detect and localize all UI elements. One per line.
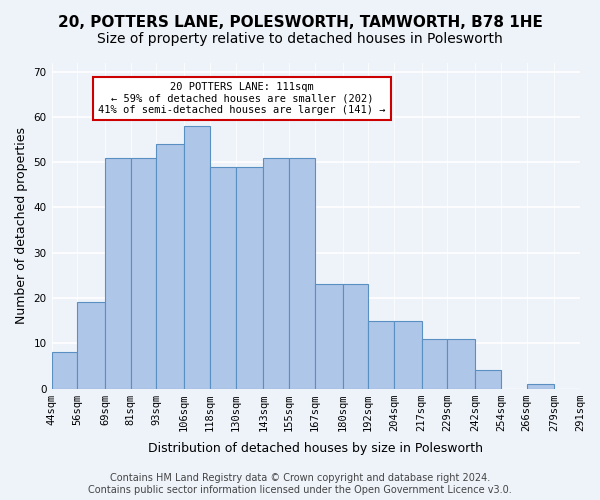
Bar xyxy=(184,126,210,388)
Bar xyxy=(77,302,105,388)
Y-axis label: Number of detached properties: Number of detached properties xyxy=(15,127,28,324)
Bar xyxy=(422,338,448,388)
Text: Contains HM Land Registry data © Crown copyright and database right 2024.
Contai: Contains HM Land Registry data © Crown c… xyxy=(88,474,512,495)
Bar xyxy=(394,320,422,388)
Bar xyxy=(131,158,157,388)
Text: 20, POTTERS LANE, POLESWORTH, TAMWORTH, B78 1HE: 20, POTTERS LANE, POLESWORTH, TAMWORTH, … xyxy=(58,15,542,30)
Bar xyxy=(157,144,184,388)
Bar xyxy=(105,158,131,388)
Text: Size of property relative to detached houses in Polesworth: Size of property relative to detached ho… xyxy=(97,32,503,46)
Bar xyxy=(368,320,394,388)
Bar xyxy=(52,352,77,388)
Bar xyxy=(210,166,236,388)
X-axis label: Distribution of detached houses by size in Polesworth: Distribution of detached houses by size … xyxy=(148,442,483,455)
Bar xyxy=(343,284,368,389)
Bar xyxy=(475,370,501,388)
Bar xyxy=(527,384,554,388)
Text: 20 POTTERS LANE: 111sqm
← 59% of detached houses are smaller (202)
41% of semi-d: 20 POTTERS LANE: 111sqm ← 59% of detache… xyxy=(98,82,386,116)
Bar xyxy=(315,284,343,389)
Bar xyxy=(263,158,289,388)
Bar xyxy=(236,166,263,388)
Bar xyxy=(448,338,475,388)
Bar xyxy=(289,158,315,388)
